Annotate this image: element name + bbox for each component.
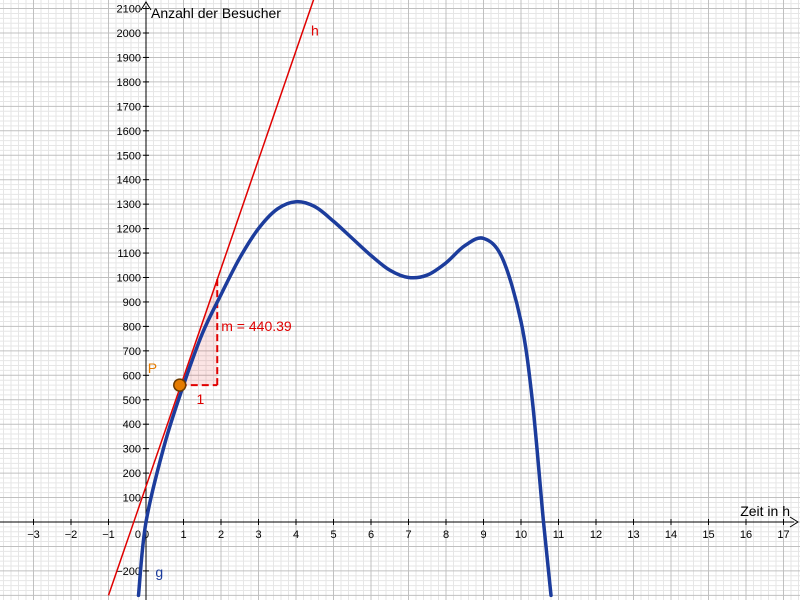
x-tick-label: 13 [627,529,639,541]
y-tick-label: 2000 [117,28,141,40]
curve-g [136,199,553,598]
slope-label: m = 440.39 [221,318,292,334]
x-tick-label: 11 [553,529,564,541]
x-tick-label: −3 [27,529,40,541]
y-tick-label: 1400 [117,175,141,187]
x-tick-label: 15 [702,529,714,541]
tangent-line-h [107,0,315,596]
y-tick-label: 1500 [117,150,141,162]
x-tick-label: 3 [255,529,261,541]
x-tick-label: 12 [590,529,602,541]
y-tick-label: 1300 [117,199,141,211]
y-axis-title: Anzahl der Besucher [151,5,281,21]
series-label-h: h [311,22,319,38]
point-p-marker [173,378,187,392]
x-tick-label: 1 [180,529,186,541]
y-tick-label: 1600 [117,126,141,138]
y-tick-label: 300 [123,444,141,456]
x-axis-title: Zeit in h [740,503,790,519]
y-tick-labels: −200 100 200 300 400 500 600 700 800 900 1000 1100 1… [116,4,149,578]
x-tick-label: 4 [293,529,299,541]
x-tick-label: 5 [330,529,336,541]
y-tick-label: 1900 [117,52,141,64]
point-label-p: P [148,360,157,376]
y-tick-label: 1700 [117,101,141,113]
x-tick-label: 7 [405,529,411,541]
y-tick-label: 1100 [117,248,141,260]
x-tick-label: 10 [515,529,527,541]
slope-triangle-fill [179,277,218,386]
run-label: 1 [196,391,204,407]
y-tick-label: 2100 [117,4,141,16]
x-tick-label: 17 [777,529,789,541]
y-tick-label: 1200 [117,224,141,236]
y-tick-label: 100 [123,493,141,505]
x-axis-arrow [789,516,799,528]
x-tick-labels: −3 −2 −1 0 1 2 3 4 5 6 7 8 9 10 11 12 13 14 15 16 17 [27,519,790,541]
y-tick-label: 500 [123,395,141,407]
x-tick-label: 9 [480,529,486,541]
y-tick-label: 400 [123,419,141,431]
series-layer [107,0,553,598]
origin-label: 0 [135,529,141,541]
x-tick-label: 0 [143,529,149,541]
x-tick-label: 2 [218,529,224,541]
y-axis-arrow [140,1,152,11]
y-tick-label: 1800 [117,77,141,89]
x-tick-label: 14 [665,529,677,541]
y-tick-label: −200 [116,566,141,578]
y-tick-label: 900 [123,297,141,309]
series-label-g: g [155,564,163,580]
point-layer [173,378,187,392]
y-tick-label: 200 [123,468,141,480]
x-tick-label: 8 [443,529,449,541]
x-tick-label: 6 [368,529,374,541]
y-tick-label: 700 [123,346,141,358]
y-tick-label: 1000 [117,273,141,285]
x-tick-label: −1 [102,529,115,541]
x-tick-label: −2 [65,529,78,541]
x-tick-label: 16 [740,529,752,541]
y-tick-label: 600 [123,370,141,382]
y-tick-label: 800 [123,321,141,333]
